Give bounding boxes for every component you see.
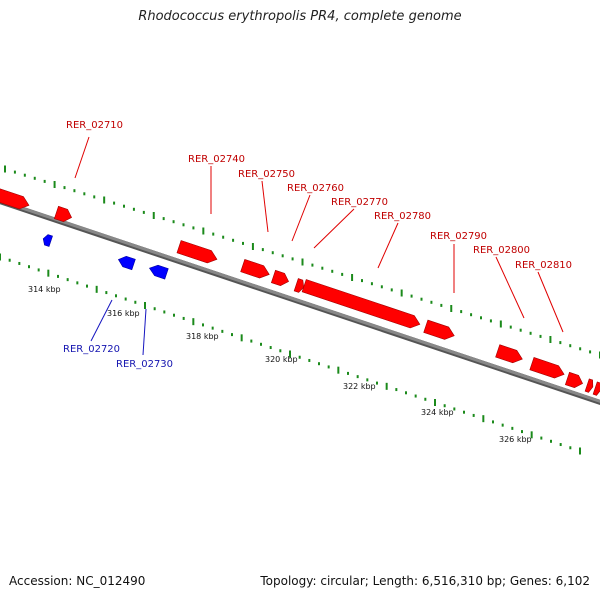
gene-features [0,186,600,396]
genome-backbone [0,199,600,405]
forward-gene-arrow [0,186,30,210]
forward-gene-arrow [53,205,72,222]
reverse-gene-arrow [42,234,53,247]
forward-gene-arrow [495,344,523,364]
position-tick-label: 322 kbp [343,382,376,391]
forward-gene-arrow [529,357,565,379]
forward-gene-label: RER_02780 [374,211,431,222]
forward-label-leader [261,180,269,233]
forward-gene-label: RER_02770 [331,197,388,208]
position-tick-label: 318 kbp [186,332,219,341]
reverse-label-leader [90,299,113,342]
forward-gene-arrow [176,240,218,264]
reverse-gene-arrow [117,255,136,271]
forward-gene-label: RER_02800 [473,245,530,256]
backbone-line [0,199,600,403]
forward-gene-label: RER_02810 [515,260,572,271]
forward-gene-arrow [592,381,600,396]
forward-gene-arrow [240,259,270,279]
forward-gene-arrow [293,278,305,293]
forward-label-leader [291,194,311,242]
forward-label-leader [537,271,564,333]
reverse-gene-label: RER_02720 [63,344,120,355]
forward-gene-arrow [564,371,583,388]
inner-dot-track [0,253,581,455]
position-tick-label: 326 kbp [499,435,532,444]
position-tick-label: 320 kbp [265,355,298,364]
forward-gene-arrow [584,378,594,393]
position-tick-labels: 314 kbp 316 kbp 318 kbp 320 kbp 322 kbp 324 k… [28,285,532,444]
forward-label-leader [313,208,355,249]
forward-gene-label: RER_02750 [238,169,295,180]
forward-gene-label: RER_02760 [287,183,344,194]
reverse-label-leader [142,308,147,356]
map-title: Rhodococcus erythropolis PR4, complete g… [138,9,462,24]
forward-gene-arrow [423,319,455,340]
forward-label-leader [74,136,90,179]
forward-gene-label: RER_02710 [66,120,123,131]
forward-gene-arrow [270,269,289,286]
genome-summary-text: Topology: circular; Length: 6,516,310 bp… [260,574,590,588]
forward-label-leader [377,222,399,269]
position-tick-label: 324 kbp [421,408,454,417]
reverse-gene-arrow [148,264,169,280]
position-tick-label: 314 kbp [28,285,61,294]
gene-labels: RER_02710 RER_02740 RER_02750 RER_02760 RER_… [63,120,572,370]
forward-gene-label: RER_02740 [188,154,245,165]
forward-gene-label: RER_02790 [430,231,487,242]
forward-gene-arrow [301,279,421,329]
forward-label-leader [495,256,525,319]
label-leaders [74,136,564,356]
position-tick-label: 316 kbp [107,309,140,318]
accession-text: Accession: NC_012490 [9,574,146,588]
reverse-gene-label: RER_02730 [116,359,173,370]
outer-dot-track [4,165,600,359]
